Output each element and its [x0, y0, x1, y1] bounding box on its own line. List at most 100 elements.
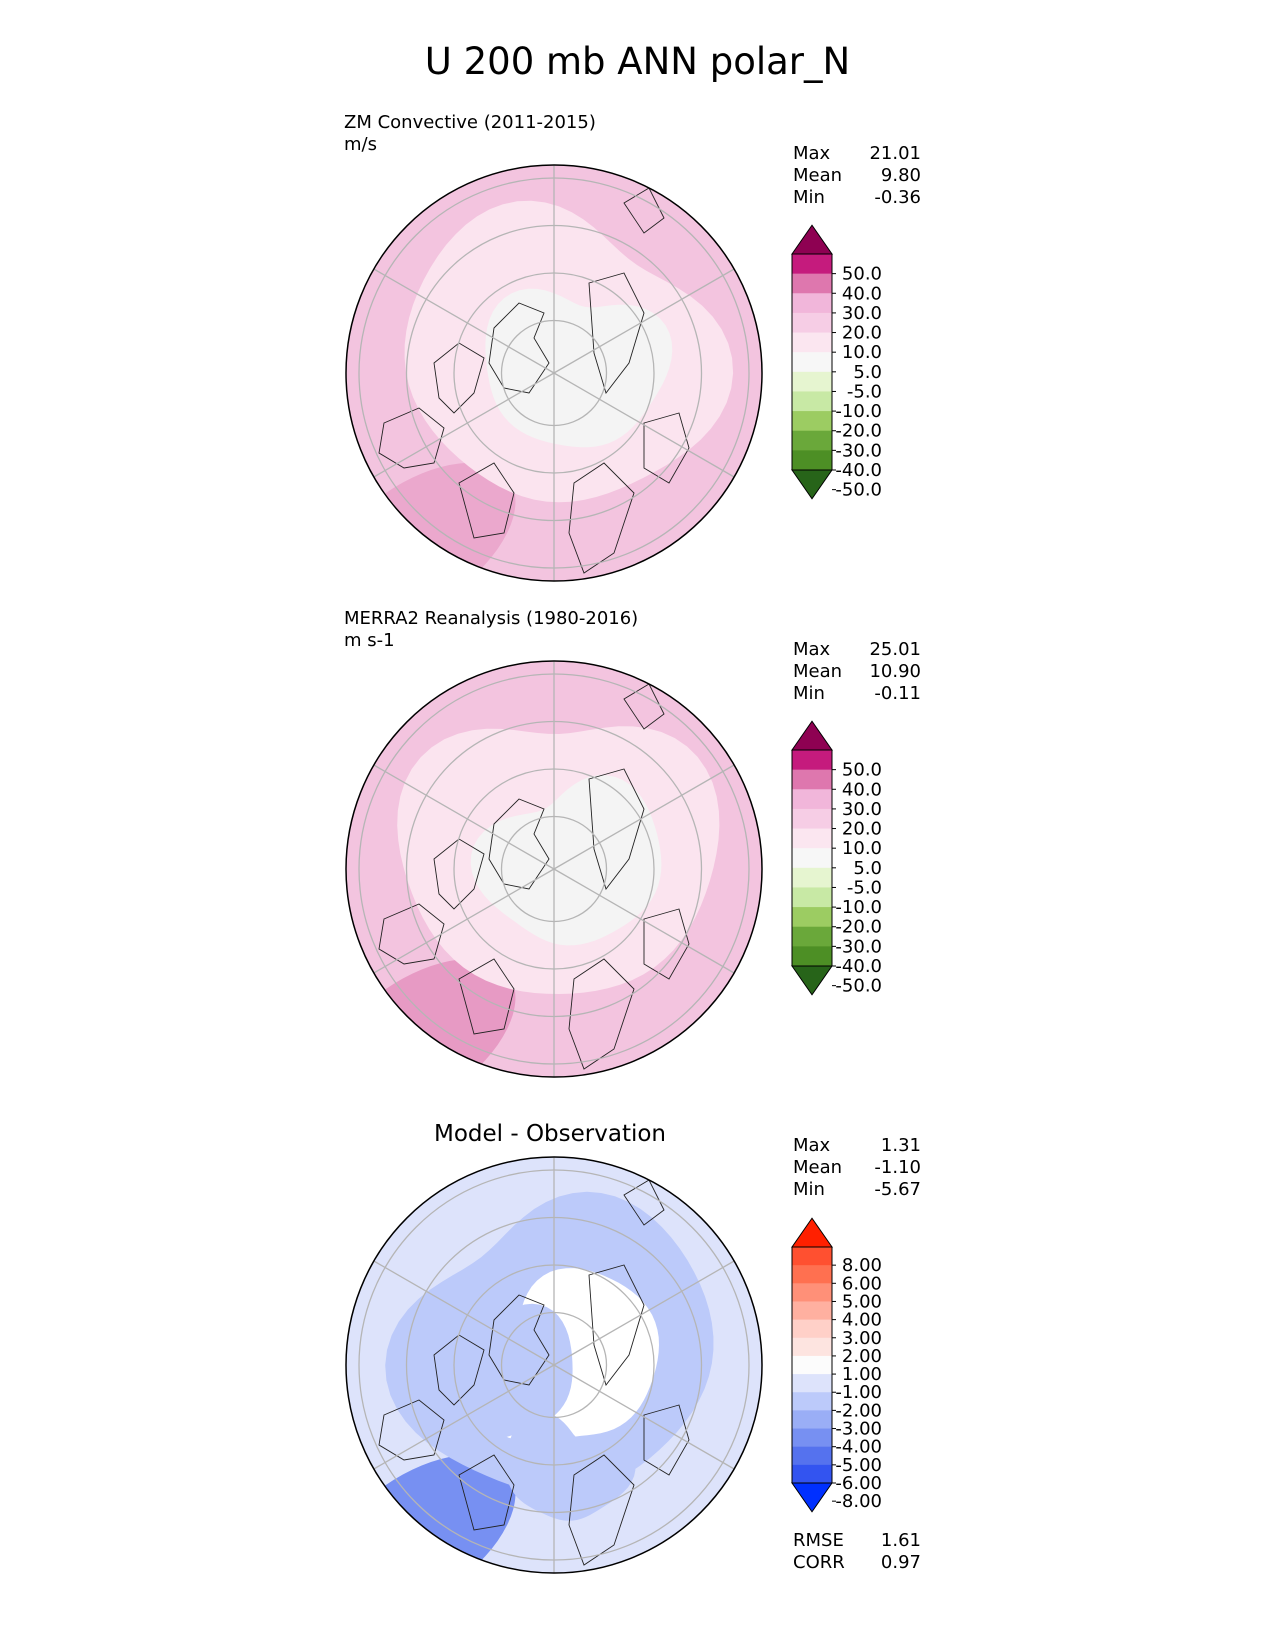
- colorbar-tick-label: 8.00: [842, 1255, 882, 1276]
- colorbar-bin: [792, 1247, 832, 1266]
- colorbar-tick-label: 4.00: [842, 1310, 882, 1331]
- colorbar-tick-label: 10.0: [842, 342, 882, 363]
- polar-map-observation: [345, 660, 763, 1078]
- colorbar-tick-label: 5.0: [853, 858, 882, 879]
- field-inner-band: [485, 288, 673, 448]
- meridian-line: [553, 1260, 735, 1366]
- colorbar-tick-label: -2.00: [835, 1400, 882, 1421]
- stat-max-label: Max: [793, 1135, 831, 1156]
- colorbar-tick-label: 30.0: [842, 303, 882, 324]
- colorbar-tick-label: 40.0: [842, 779, 882, 800]
- map-field: [346, 1157, 762, 1573]
- panel-3-stats: Max 1.31 Mean -1.10 Min -5.67: [793, 1135, 921, 1201]
- meridian-line: [553, 764, 735, 870]
- coastline: [378, 903, 445, 965]
- panel-2-dataset: MERRA2 Reanalysis (1980-2016): [344, 608, 639, 629]
- colorbar-bin: [792, 867, 832, 888]
- colorbar-bin: [792, 1301, 832, 1321]
- stat-min-value: -0.11: [874, 683, 921, 704]
- coastline: [643, 1404, 690, 1476]
- colorbar-bin: [792, 907, 832, 928]
- colorbar-tick-label: 5.00: [842, 1291, 882, 1312]
- meridian-line: [373, 1260, 555, 1366]
- coastline: [378, 1399, 445, 1461]
- map-boundary: [345, 660, 763, 1078]
- coastline: [568, 958, 635, 1070]
- colorbar-bin: [792, 1374, 832, 1393]
- coastline: [588, 1264, 645, 1386]
- colorbar-tick-label: -10.0: [835, 897, 882, 918]
- stat-min-label: Min: [793, 683, 825, 704]
- colorbar-bin: [792, 789, 832, 810]
- stat-max-label: Max: [793, 639, 831, 660]
- stat-mean-value: 10.90: [869, 661, 921, 682]
- colorbar-extend-low: [791, 965, 833, 996]
- colorbar-frame: [791, 749, 833, 967]
- colorbar-frame: [791, 253, 833, 471]
- coastline: [488, 302, 550, 394]
- coastline: [568, 1454, 635, 1566]
- colorbar-tick-label: -1.00: [835, 1382, 882, 1403]
- panel-1-stats: Max 21.01 Mean 9.80 Min -0.36: [793, 143, 921, 209]
- colorbar-tick-label: -6.00: [835, 1473, 882, 1494]
- stat-max-value: 21.01: [869, 143, 921, 164]
- stat-max-value: 1.31: [880, 1135, 921, 1156]
- corr-label: CORR: [793, 1552, 845, 1573]
- colorbar-bin: [792, 848, 832, 869]
- colorbar-bin: [792, 946, 832, 967]
- panel-1-units: m/s: [344, 134, 377, 155]
- colorbar-frame: [791, 1246, 833, 1484]
- meridian-line: [553, 372, 735, 478]
- colorbar-tick-label: -30.0: [835, 440, 882, 461]
- stat-mean-value: 9.80: [880, 165, 921, 186]
- meridian-line: [373, 868, 555, 974]
- colorbar-extend-high: [791, 224, 833, 255]
- colorbar-bin: [792, 1319, 832, 1339]
- field-anomaly-patch: [410, 1303, 573, 1440]
- colorbar-bin: [792, 1446, 832, 1466]
- colorbar-bin: [792, 1410, 832, 1430]
- colorbar-bin: [792, 273, 832, 294]
- colorbar-tick-label: -10.0: [835, 401, 882, 422]
- colorbar-bin: [792, 1428, 832, 1448]
- colorbar-bin: [792, 1265, 832, 1284]
- colorbar-bin: [792, 371, 832, 392]
- polar-map-difference: [345, 1156, 763, 1574]
- colorbar-bin: [792, 352, 832, 373]
- colorbar-tick-label: -50.0: [835, 976, 882, 997]
- colorbar-extend-low: [791, 1482, 833, 1513]
- coastline: [488, 1294, 550, 1386]
- colorbar-bin: [792, 926, 832, 947]
- stat-min-label: Min: [793, 187, 825, 208]
- coastline: [588, 272, 645, 394]
- stat-mean-value: -1.10: [874, 1157, 921, 1178]
- meridian-line: [553, 868, 735, 974]
- colorbar-tick-label: -8.00: [835, 1491, 882, 1512]
- colorbar-tick-label: -20.0: [835, 917, 882, 938]
- colorbar-tick-label: 5.0: [853, 362, 882, 383]
- colorbar-tick-label: 10.0: [842, 838, 882, 859]
- panel-2-label: MERRA2 Reanalysis (1980-2016) m s-1: [344, 608, 638, 652]
- colorbar-observation: 50.040.030.020.010.05.0-5.0-10.0-20.0-30…: [791, 720, 882, 997]
- panel-1-label: ZM Convective (2011-2015) m/s: [344, 112, 596, 156]
- polar-map-model: [345, 164, 763, 582]
- difference-title: Model - Observation: [433, 1121, 667, 1147]
- colorbar-bin: [792, 769, 832, 790]
- coastline: [623, 683, 665, 730]
- coastline: [643, 908, 690, 980]
- meridian-line: [373, 268, 555, 374]
- colorbar-tick-label: -30.0: [835, 936, 882, 957]
- colorbar-tick-label: 20.0: [842, 323, 882, 344]
- summary-stats: RMSE 1.61 CORR 0.97: [793, 1530, 921, 1574]
- stat-min-label: Min: [793, 1179, 825, 1200]
- colorbar-extend-high: [791, 1217, 833, 1248]
- colorbar-tick-label: 6.00: [842, 1273, 882, 1294]
- colorbar-model: 50.040.030.020.010.05.0-5.0-10.0-20.0-30…: [791, 224, 882, 501]
- colorbar-difference: 8.006.005.004.003.002.001.00-1.00-2.00-3…: [791, 1217, 882, 1513]
- colorbar-bin: [792, 1337, 832, 1357]
- colorbar-tick-label: -4.00: [835, 1437, 882, 1458]
- colorbar-tick-label: -40.0: [835, 460, 882, 481]
- figure-title: U 200 mb ANN polar_N: [424, 40, 851, 83]
- colorbar-tick-label: -3.00: [835, 1419, 882, 1440]
- coastline: [588, 768, 645, 890]
